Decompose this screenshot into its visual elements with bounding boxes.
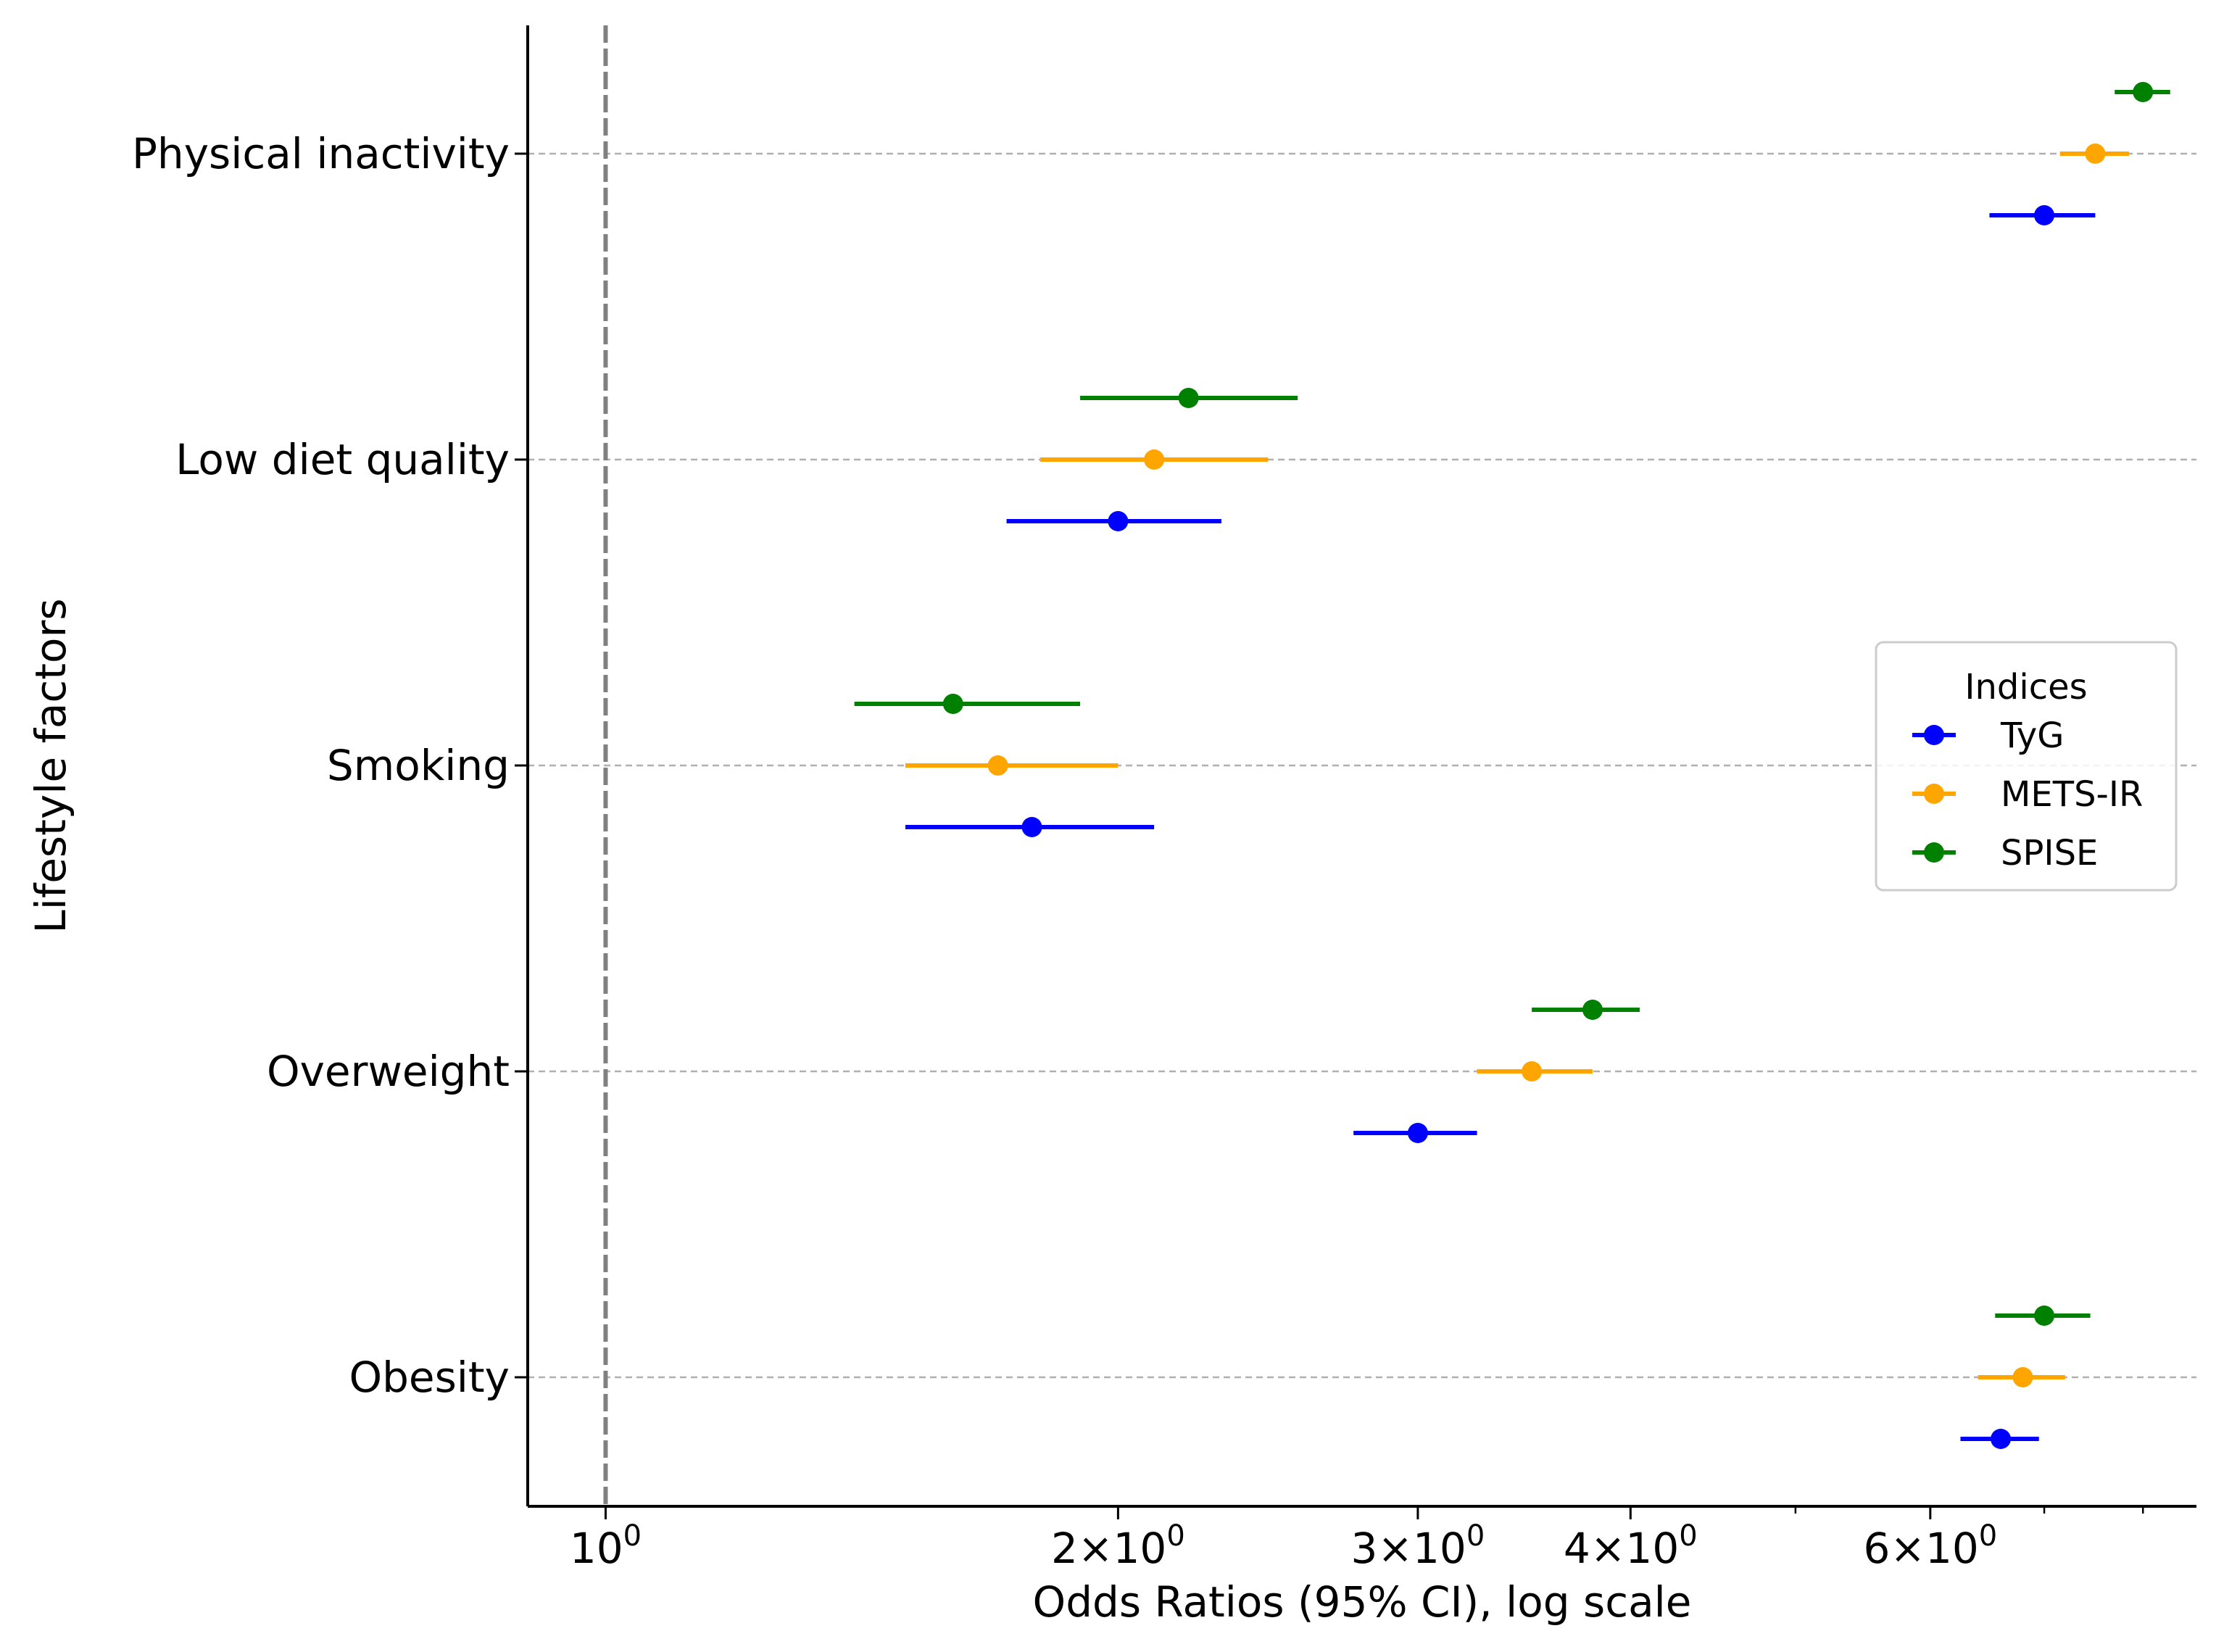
data-point	[1021, 817, 1042, 837]
y-tick-label: Overweight	[267, 1047, 510, 1096]
data-point	[942, 694, 963, 714]
data-point	[1991, 1429, 2012, 1449]
legend-entry-label: TyG	[2000, 715, 2064, 756]
legend-swatch-marker	[1924, 784, 1944, 804]
data-point	[2085, 144, 2106, 164]
data-point	[2133, 82, 2154, 102]
y-tick-label: Physical inactivity	[132, 129, 510, 178]
legend-entry-label: METS-IR	[2001, 774, 2143, 815]
x-axis-label: Odds Ratios (95% CI), log scale	[1033, 1577, 1692, 1627]
legend-swatch-marker	[1924, 842, 1944, 863]
x-tick-label: 4×100	[1564, 1519, 1698, 1573]
legend-entry-label: SPISE	[2001, 833, 2098, 873]
legend-title: Indices	[1964, 667, 2087, 707]
y-tick-label: Obesity	[349, 1353, 510, 1402]
data-point	[1108, 511, 1129, 531]
data-point	[1522, 1061, 1543, 1082]
axis-labels: Odds Ratios (95% CI), log scale Lifestyl…	[26, 598, 1691, 1627]
gridlines	[528, 152, 2196, 1379]
x-tick-label: 3×100	[1351, 1519, 1485, 1573]
x-tick-label: 100	[570, 1519, 642, 1573]
data-point	[987, 755, 1008, 776]
axes: Physical inactivity Low diet quality Smoki…	[132, 25, 2196, 1573]
x-tick-label: 6×100	[1863, 1519, 1997, 1573]
legend-frame	[1875, 641, 2178, 892]
data-point	[1407, 1123, 1428, 1143]
y-tick-label: Low diet quality	[175, 435, 510, 484]
y-tick-label: Smoking	[327, 741, 510, 790]
legend-swatch-marker	[1924, 725, 1944, 745]
legend: Indices TyG METS-IR SPISE	[1875, 641, 2178, 892]
data-point	[2034, 205, 2055, 225]
data-point	[1144, 449, 1165, 470]
y-axis-label: Lifestyle factors	[26, 598, 75, 933]
data-marks	[854, 82, 2170, 1449]
data-point	[1178, 388, 1199, 408]
data-point	[2034, 1306, 2055, 1326]
x-tick-label: 2×100	[1051, 1519, 1185, 1573]
data-point	[2012, 1367, 2033, 1387]
data-point	[1582, 1000, 1603, 1020]
